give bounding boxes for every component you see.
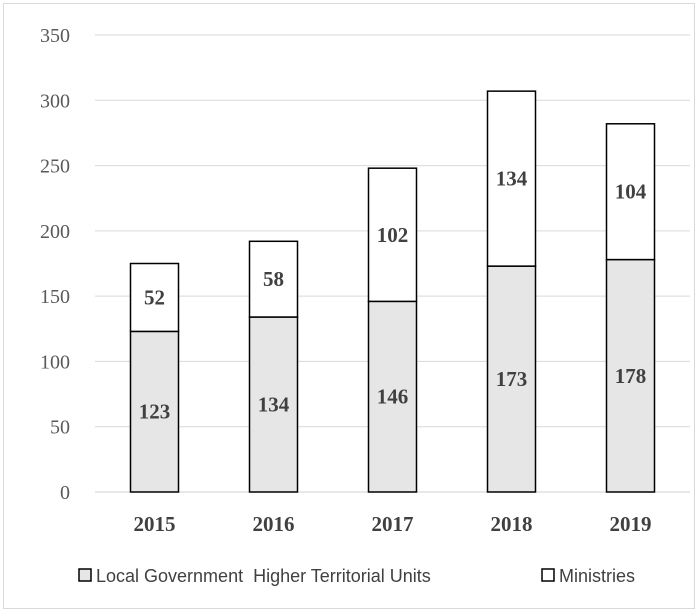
legend-label-local-government: Local Government Higher Territorial Unit… — [96, 566, 431, 586]
data-label-ministries: 52 — [144, 285, 165, 309]
bar-ministries — [605, 123, 656, 261]
y-axis-ticks: 0 50 100 150 200 250 300 350 — [40, 25, 70, 504]
y-tick-label: 150 — [40, 286, 70, 308]
bar-ministries — [486, 90, 537, 267]
chart-frame — [3, 3, 695, 609]
legend: Local Government Higher Territorial Unit… — [78, 566, 635, 586]
y-tick-label: 250 — [40, 156, 70, 178]
x-tick-label: 2019 — [610, 512, 652, 536]
data-label-ministries: 58 — [263, 267, 284, 291]
data-labels: 123 52 134 58 146 102 173 134 178 104 — [139, 167, 647, 424]
data-label-local-government: 146 — [377, 385, 409, 409]
data-label-ministries: 134 — [496, 167, 528, 191]
legend-label-ministries: Ministries — [559, 566, 635, 586]
bar-ministries — [367, 167, 418, 303]
bar-local-government — [486, 265, 537, 493]
bar-local-government — [605, 258, 656, 493]
bar-local-government — [129, 330, 180, 493]
y-tick-label: 350 — [40, 25, 70, 47]
data-label-local-government: 134 — [258, 393, 290, 417]
data-label-local-government: 178 — [615, 364, 647, 388]
x-tick-label: 2018 — [491, 512, 533, 536]
legend-swatch-ministries — [541, 568, 555, 582]
data-label-ministries: 102 — [377, 223, 409, 247]
bar-ministries — [129, 262, 180, 333]
data-label-local-government: 123 — [139, 400, 171, 424]
data-label-local-government: 173 — [496, 367, 528, 391]
x-tick-label: 2015 — [134, 512, 176, 536]
legend-swatch-local-government — [78, 568, 92, 582]
bars — [129, 90, 656, 493]
y-tick-label: 50 — [50, 417, 70, 439]
y-tick-label: 100 — [40, 351, 70, 373]
x-tick-label: 2016 — [253, 512, 295, 536]
x-axis-ticks: 2015 2016 2017 2018 2019 — [134, 512, 652, 536]
data-label-ministries: 104 — [615, 180, 647, 204]
y-tick-label: 200 — [40, 221, 70, 243]
bar-ministries — [248, 240, 299, 318]
x-tick-label: 2017 — [372, 512, 414, 536]
y-tick-label: 300 — [40, 90, 70, 112]
y-tick-label: 0 — [60, 482, 70, 504]
